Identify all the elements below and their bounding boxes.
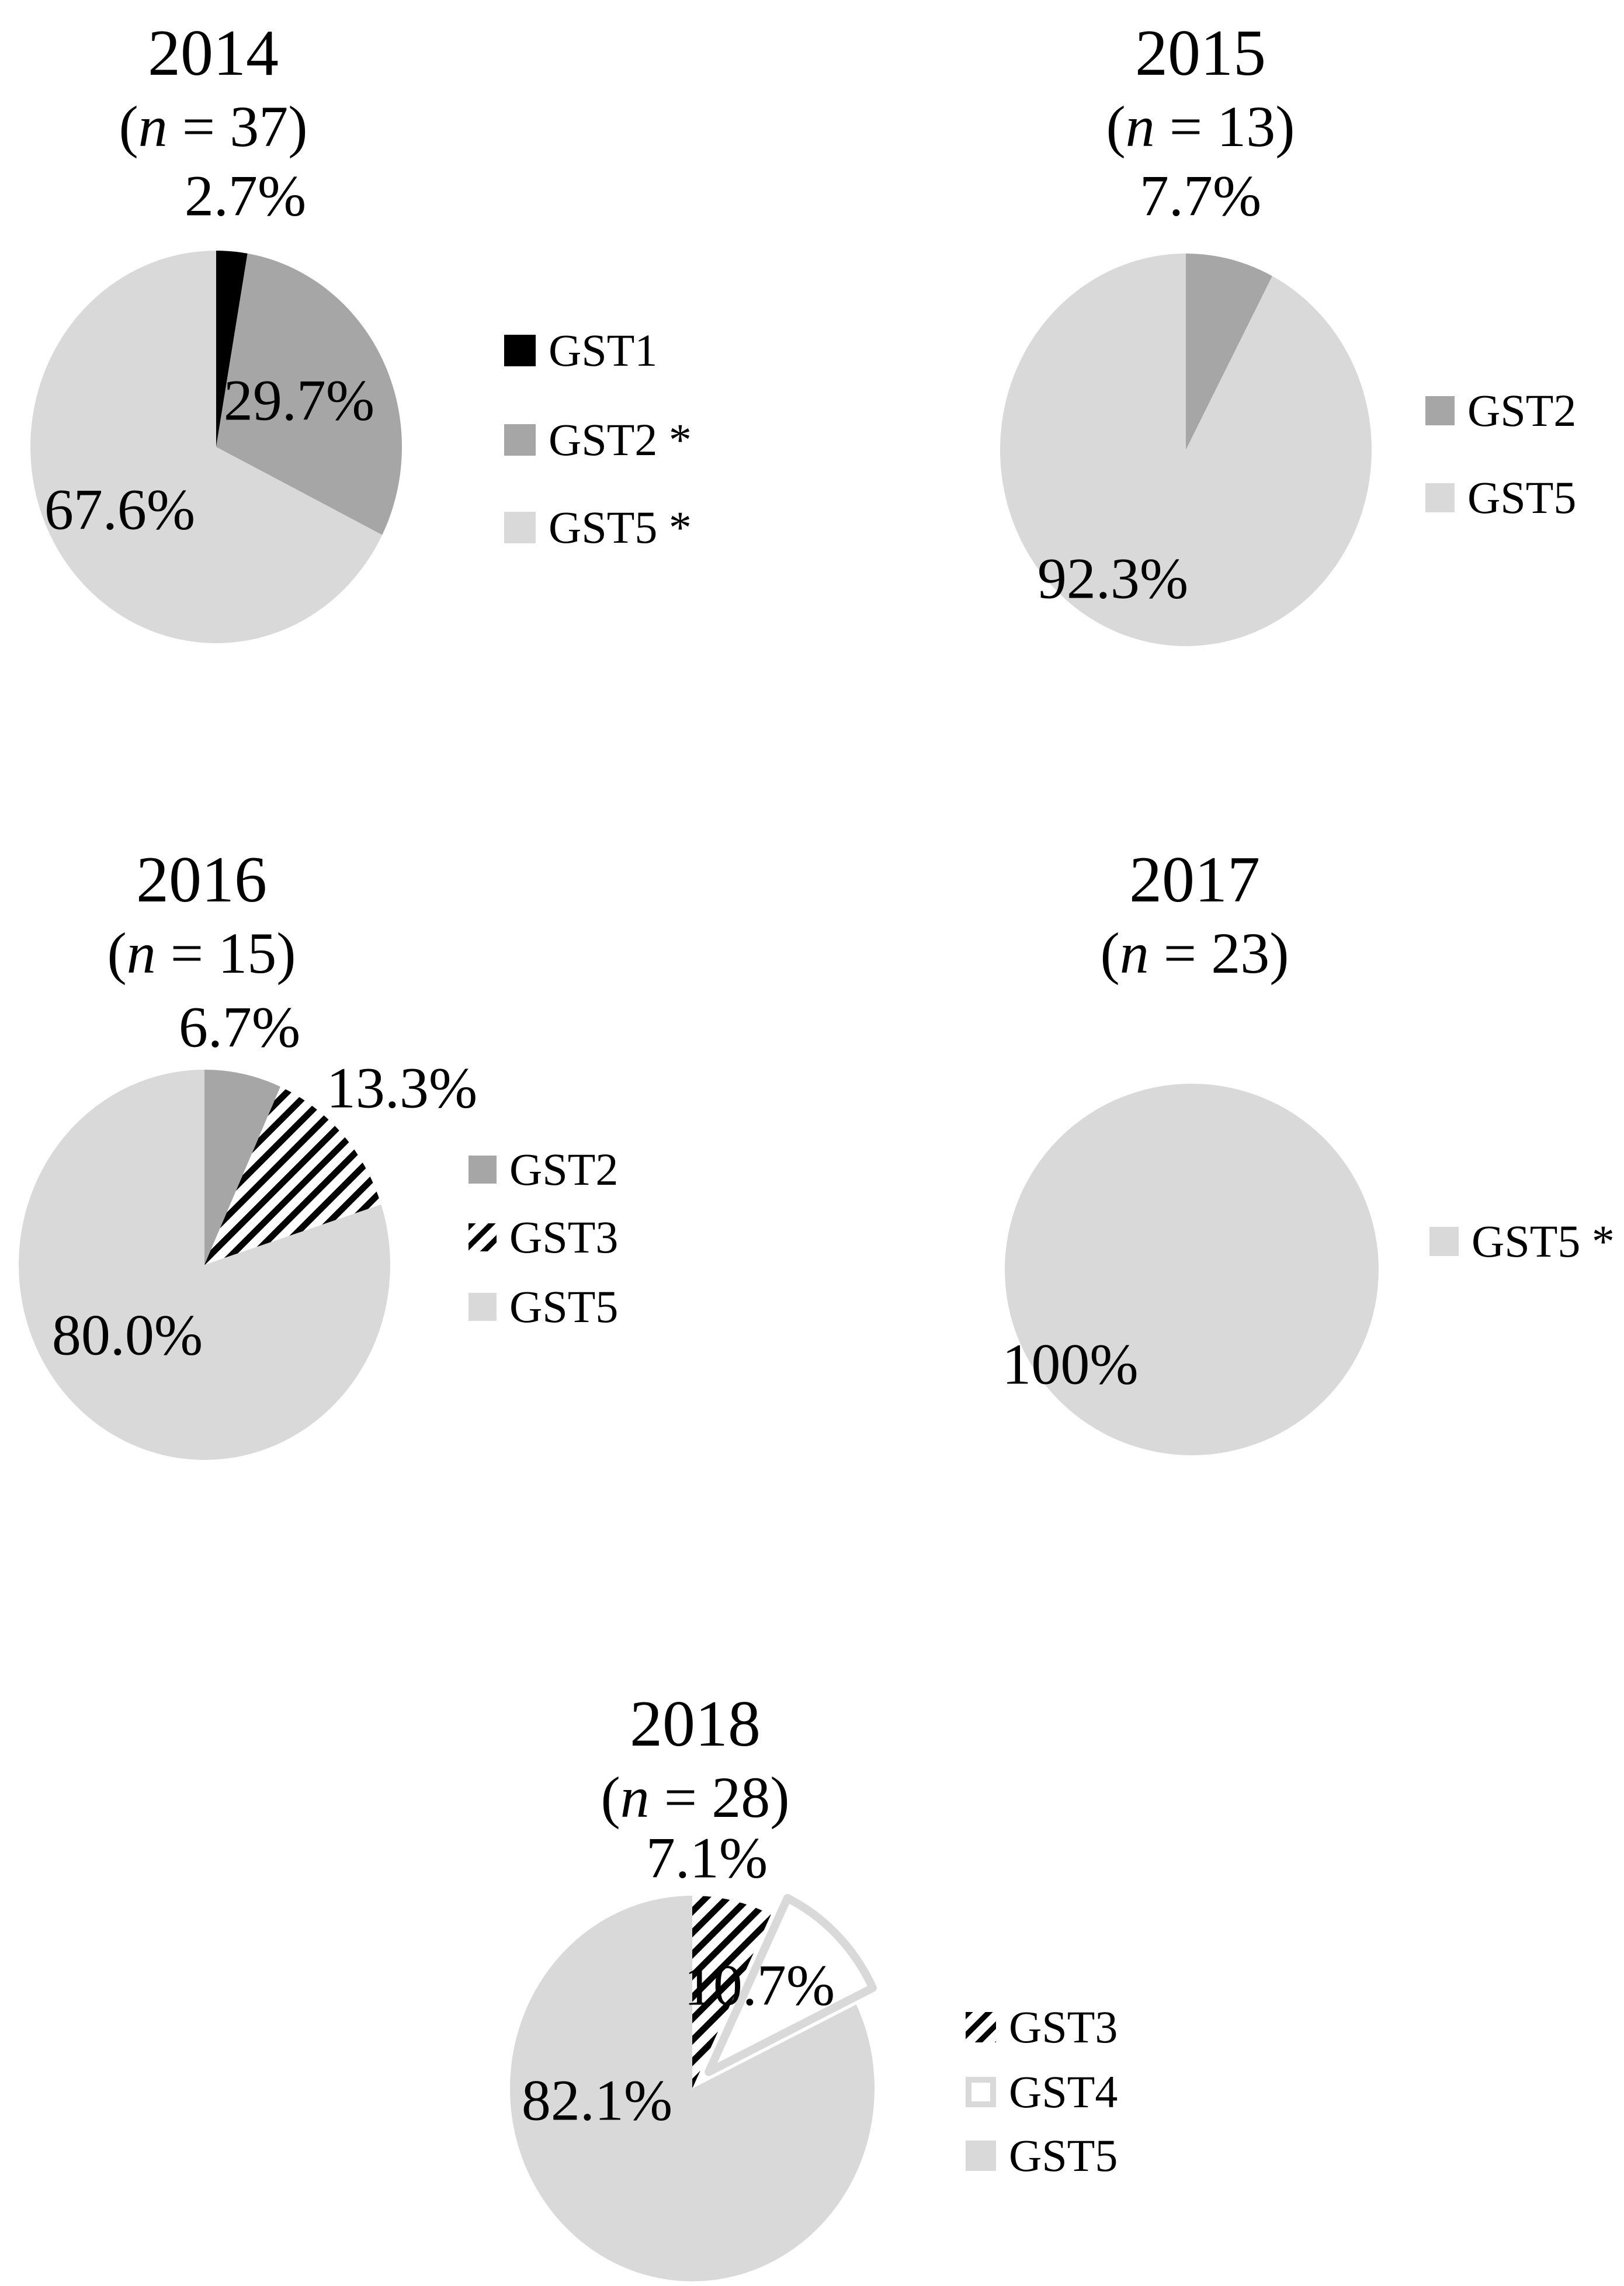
pie-slice-2018-gst3 — [692, 1896, 771, 2089]
legend-swatch-gst5 — [966, 2141, 996, 2171]
pie-slice-2014-gst1 — [216, 251, 248, 447]
legend-item-2018-gst4: GST4 — [966, 2066, 1118, 2118]
legend-item-2018-gst3: GST3 — [966, 2001, 1118, 2053]
chart-n-2014: (n = 37) — [82, 95, 345, 159]
legend-item-2018-gst5: GST5 — [966, 2129, 1118, 2182]
chart-title-2018: 2018 — [630, 1688, 761, 1760]
slice-label-2015-gst2: 7.7% — [1139, 163, 1262, 228]
slice-label-2014-gst2: 29.7% — [223, 367, 375, 433]
pie-slice-2014-gst2 — [216, 253, 402, 535]
slice-label-2018-gst5: 82.1% — [521, 2068, 673, 2133]
pie-2018 — [510, 1894, 877, 2281]
legend-swatch-gst2 — [1425, 396, 1455, 425]
n-symbol: n — [620, 1765, 650, 1830]
n-open-paren: ( — [107, 921, 127, 986]
legend-label: GST3 — [1009, 2001, 1118, 2052]
pie-slice-2016-gst3 — [204, 1087, 381, 1265]
legend-label: GST5 — [1467, 472, 1577, 523]
pie-slice-2015-gst2 — [1186, 254, 1272, 450]
pie-2015 — [1000, 254, 1372, 646]
legend-label: GST5 * — [549, 502, 692, 553]
legend-item-2015-gst5: GST5 — [1425, 471, 1576, 524]
pie-slice-2018-gst4 — [705, 1894, 877, 2076]
pie-slice-2014-gst5 — [30, 251, 383, 643]
slice-label-2016-gst3: 13.3% — [326, 1055, 478, 1121]
n-value: = 13) — [1154, 94, 1295, 159]
chart-n-2016: (n = 15) — [70, 921, 333, 986]
pie-slice-2018-gst5 — [510, 1896, 875, 2281]
slice-label-2018-gst4: 10.7% — [683, 1952, 835, 2018]
slice-label-2014-gst1: 2.7% — [184, 163, 307, 228]
pie-slice-2017-gst5 — [1005, 1084, 1379, 1455]
legend-label: GST2 — [509, 1144, 619, 1195]
n-value: = 37) — [167, 94, 308, 159]
pie-slice-2016-gst2 — [204, 1070, 280, 1265]
chart-title-2017: 2017 — [1129, 844, 1260, 916]
legend-item-2016-gst2: GST2 — [469, 1143, 618, 1196]
legend-item-2015-gst2: GST2 — [1425, 384, 1576, 437]
n-open-paren: ( — [1100, 921, 1120, 986]
legend-label: GST2 * — [549, 414, 692, 465]
legend-swatch-gst5 — [504, 512, 536, 543]
legend-label: GST5 — [1009, 2130, 1118, 2181]
chart-title-2015: 2015 — [1135, 17, 1266, 89]
slice-label-2018-gst3: 7.1% — [646, 1825, 768, 1890]
n-symbol: n — [138, 94, 168, 159]
chart-n-2017: (n = 23) — [1063, 921, 1326, 986]
legend-swatch-gst4 — [966, 2077, 996, 2107]
legend-label: GST5 * — [1472, 1216, 1615, 1267]
n-symbol: n — [1119, 921, 1149, 986]
slice-label-2014-gst5: 67.6% — [44, 477, 196, 542]
pie-2016 — [18, 1070, 390, 1461]
legend-swatch-gst5 — [469, 1293, 497, 1321]
slice-label-2016-gst5: 80.0% — [51, 1302, 203, 1368]
legend-swatch-gst3 — [469, 1223, 497, 1251]
legend-label: GST4 — [1009, 2066, 1118, 2117]
n-symbol: n — [126, 921, 156, 986]
slice-label-2017-gst5: 100% — [1002, 1331, 1139, 1397]
pie-2017 — [1005, 1084, 1379, 1455]
pie-slice-2016-gst5 — [18, 1070, 390, 1461]
legend-label: GST2 — [1467, 385, 1577, 436]
pie-2014 — [30, 251, 402, 643]
legend-swatch-gst1 — [504, 335, 536, 366]
legend-item-2016-gst5: GST5 — [469, 1281, 618, 1333]
legend-item-2014-gst2: GST2 * — [504, 414, 692, 466]
legend-label: GST1 — [549, 325, 658, 376]
legend-item-2017-gst5: GST5 * — [1429, 1215, 1615, 1268]
legend-swatch-gst5 — [1429, 1227, 1459, 1256]
legend-swatch-gst2 — [504, 424, 536, 456]
legend-item-2016-gst3: GST3 — [469, 1211, 618, 1264]
legend-swatch-gst2 — [469, 1156, 497, 1184]
n-open-paren: ( — [119, 94, 138, 159]
n-open-paren: ( — [1106, 94, 1126, 159]
legend-item-2014-gst5: GST5 * — [504, 501, 692, 554]
slice-label-2016-gst2: 6.7% — [178, 994, 301, 1060]
chart-title-2016: 2016 — [136, 844, 267, 916]
n-open-paren: ( — [601, 1765, 620, 1830]
legend-label: GST3 — [509, 1212, 619, 1262]
chart-n-2015: (n = 13) — [1069, 95, 1332, 159]
chart-title-2014: 2014 — [148, 17, 279, 89]
n-value: = 23) — [1148, 921, 1289, 986]
chart-n-2018: (n = 28) — [564, 1765, 827, 1830]
n-value: = 15) — [155, 921, 296, 986]
pie-slice-2015-gst5 — [1000, 254, 1372, 646]
legend-item-2014-gst1: GST1 — [504, 324, 657, 377]
n-value: = 28) — [649, 1765, 790, 1830]
legend-swatch-gst3 — [966, 2012, 996, 2042]
legend-label: GST5 — [509, 1281, 619, 1332]
slice-label-2015-gst5: 92.3% — [1037, 546, 1189, 611]
n-symbol: n — [1125, 94, 1155, 159]
legend-swatch-gst5 — [1425, 483, 1455, 512]
